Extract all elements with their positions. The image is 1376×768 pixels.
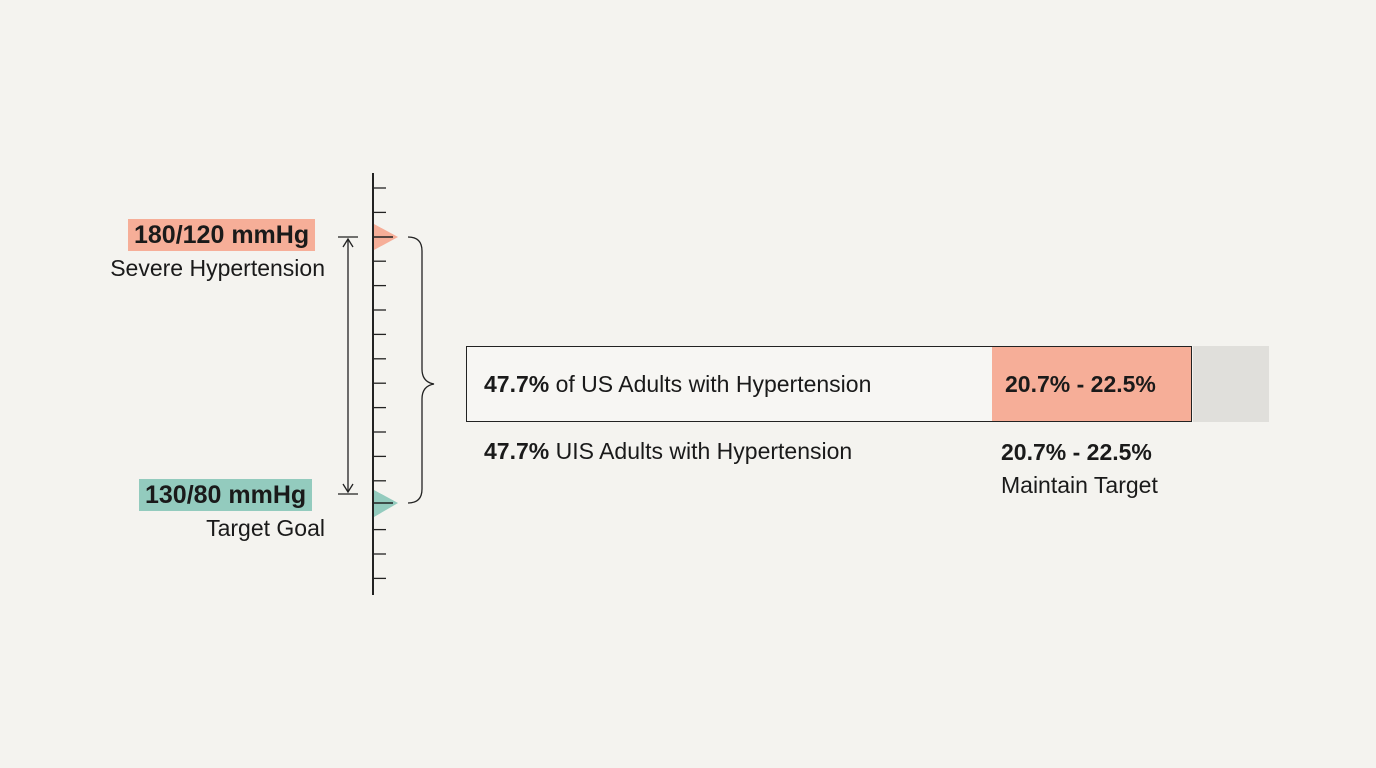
bar-range-text: 20.7% - 22.5% <box>1005 371 1156 397</box>
below-left-text: 47.7% UIS Adults with Hypertension <box>484 436 852 466</box>
scale-ticks <box>373 187 386 580</box>
below-left-desc: UIS Adults with Hypertension <box>555 438 853 464</box>
bar-rest-segment <box>1193 346 1269 422</box>
range-arrow <box>338 236 358 495</box>
bar-range-segment: 20.7% - 22.5% <box>992 346 1192 422</box>
below-right-label: Maintain Target <box>1001 472 1158 498</box>
hypertension-bar: 47.7% of US Adults with Hypertension 20.… <box>466 346 1269 422</box>
range-brace <box>407 236 435 504</box>
severe-value-tag: 180/120 mmHg <box>128 219 316 251</box>
target-label: Target Goal <box>206 515 325 541</box>
bar-main-pct: 47.7% <box>484 371 550 397</box>
below-right-value: 20.7% - 22.5% <box>1001 439 1152 465</box>
target-value-tag: 130/80 mmHg <box>139 479 313 511</box>
severe-label: Severe Hypertension <box>110 255 325 281</box>
below-left-pct: 47.7% <box>484 438 550 464</box>
bar-main-text: 47.7% of US Adults with Hypertension <box>484 369 871 399</box>
bar-main-segment: 47.7% of US Adults with Hypertension <box>466 346 994 422</box>
bar-main-desc: of US Adults with Hypertension <box>555 371 872 397</box>
